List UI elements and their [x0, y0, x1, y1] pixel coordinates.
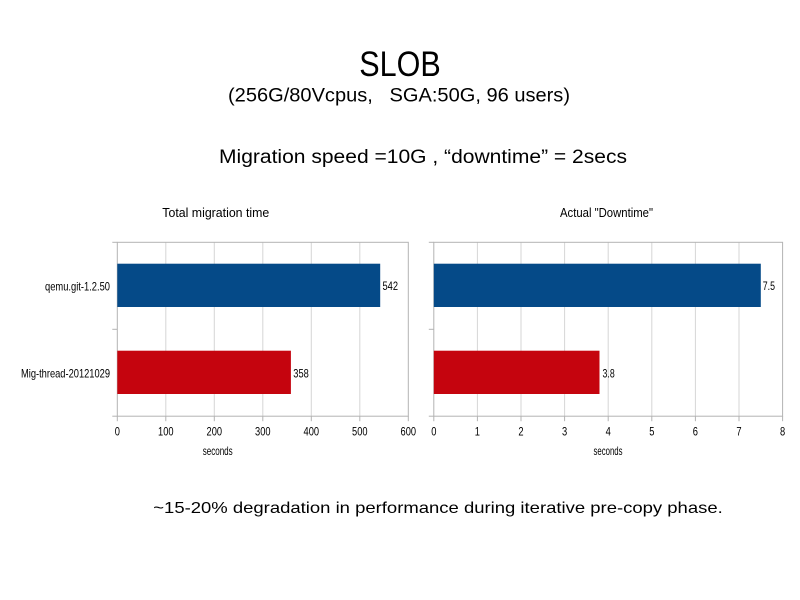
svg-text:Mig-thread-20121029: Mig-thread-20121029	[21, 366, 110, 380]
svg-text:400: 400	[304, 425, 320, 439]
svg-text:7: 7	[736, 425, 741, 439]
svg-text:(256G/80Vcpus, SGA:50G, 96 u: (256G/80Vcpus, SGA:50G, 96 users)	[228, 86, 570, 107]
svg-text:3: 3	[562, 425, 567, 439]
svg-text:5: 5	[649, 425, 654, 439]
svg-text:3.8: 3.8	[603, 366, 615, 380]
svg-text:2: 2	[518, 425, 523, 439]
svg-text:200: 200	[207, 425, 223, 439]
svg-text:6: 6	[693, 425, 698, 439]
svg-text:SLOB: SLOB	[359, 45, 441, 84]
svg-text:300: 300	[255, 425, 271, 439]
svg-text:~15-20% degradation in perform: ~15-20% degradation in performance durin…	[153, 500, 723, 517]
svg-text:Migration speed =10G , “downti: Migration speed =10G , “downtime” = 2sec…	[219, 147, 627, 168]
svg-text:0: 0	[115, 425, 120, 439]
svg-text:500: 500	[352, 425, 368, 439]
svg-text:7.5: 7.5	[763, 279, 775, 293]
svg-text:600: 600	[401, 425, 417, 439]
svg-text:1: 1	[475, 425, 480, 439]
svg-text:542: 542	[383, 279, 399, 293]
svg-text:100: 100	[158, 425, 174, 439]
svg-text:Actual "Downtime": Actual "Downtime"	[560, 205, 653, 220]
svg-text:Total migration time: Total migration time	[162, 205, 269, 220]
svg-text:8: 8	[780, 425, 785, 439]
svg-text:seconds: seconds	[594, 444, 623, 458]
svg-text:0: 0	[431, 425, 436, 439]
svg-text:seconds: seconds	[203, 444, 233, 458]
svg-text:qemu.git-1.2.50: qemu.git-1.2.50	[45, 279, 110, 293]
svg-text:4: 4	[606, 425, 611, 439]
svg-text:358: 358	[293, 366, 309, 380]
